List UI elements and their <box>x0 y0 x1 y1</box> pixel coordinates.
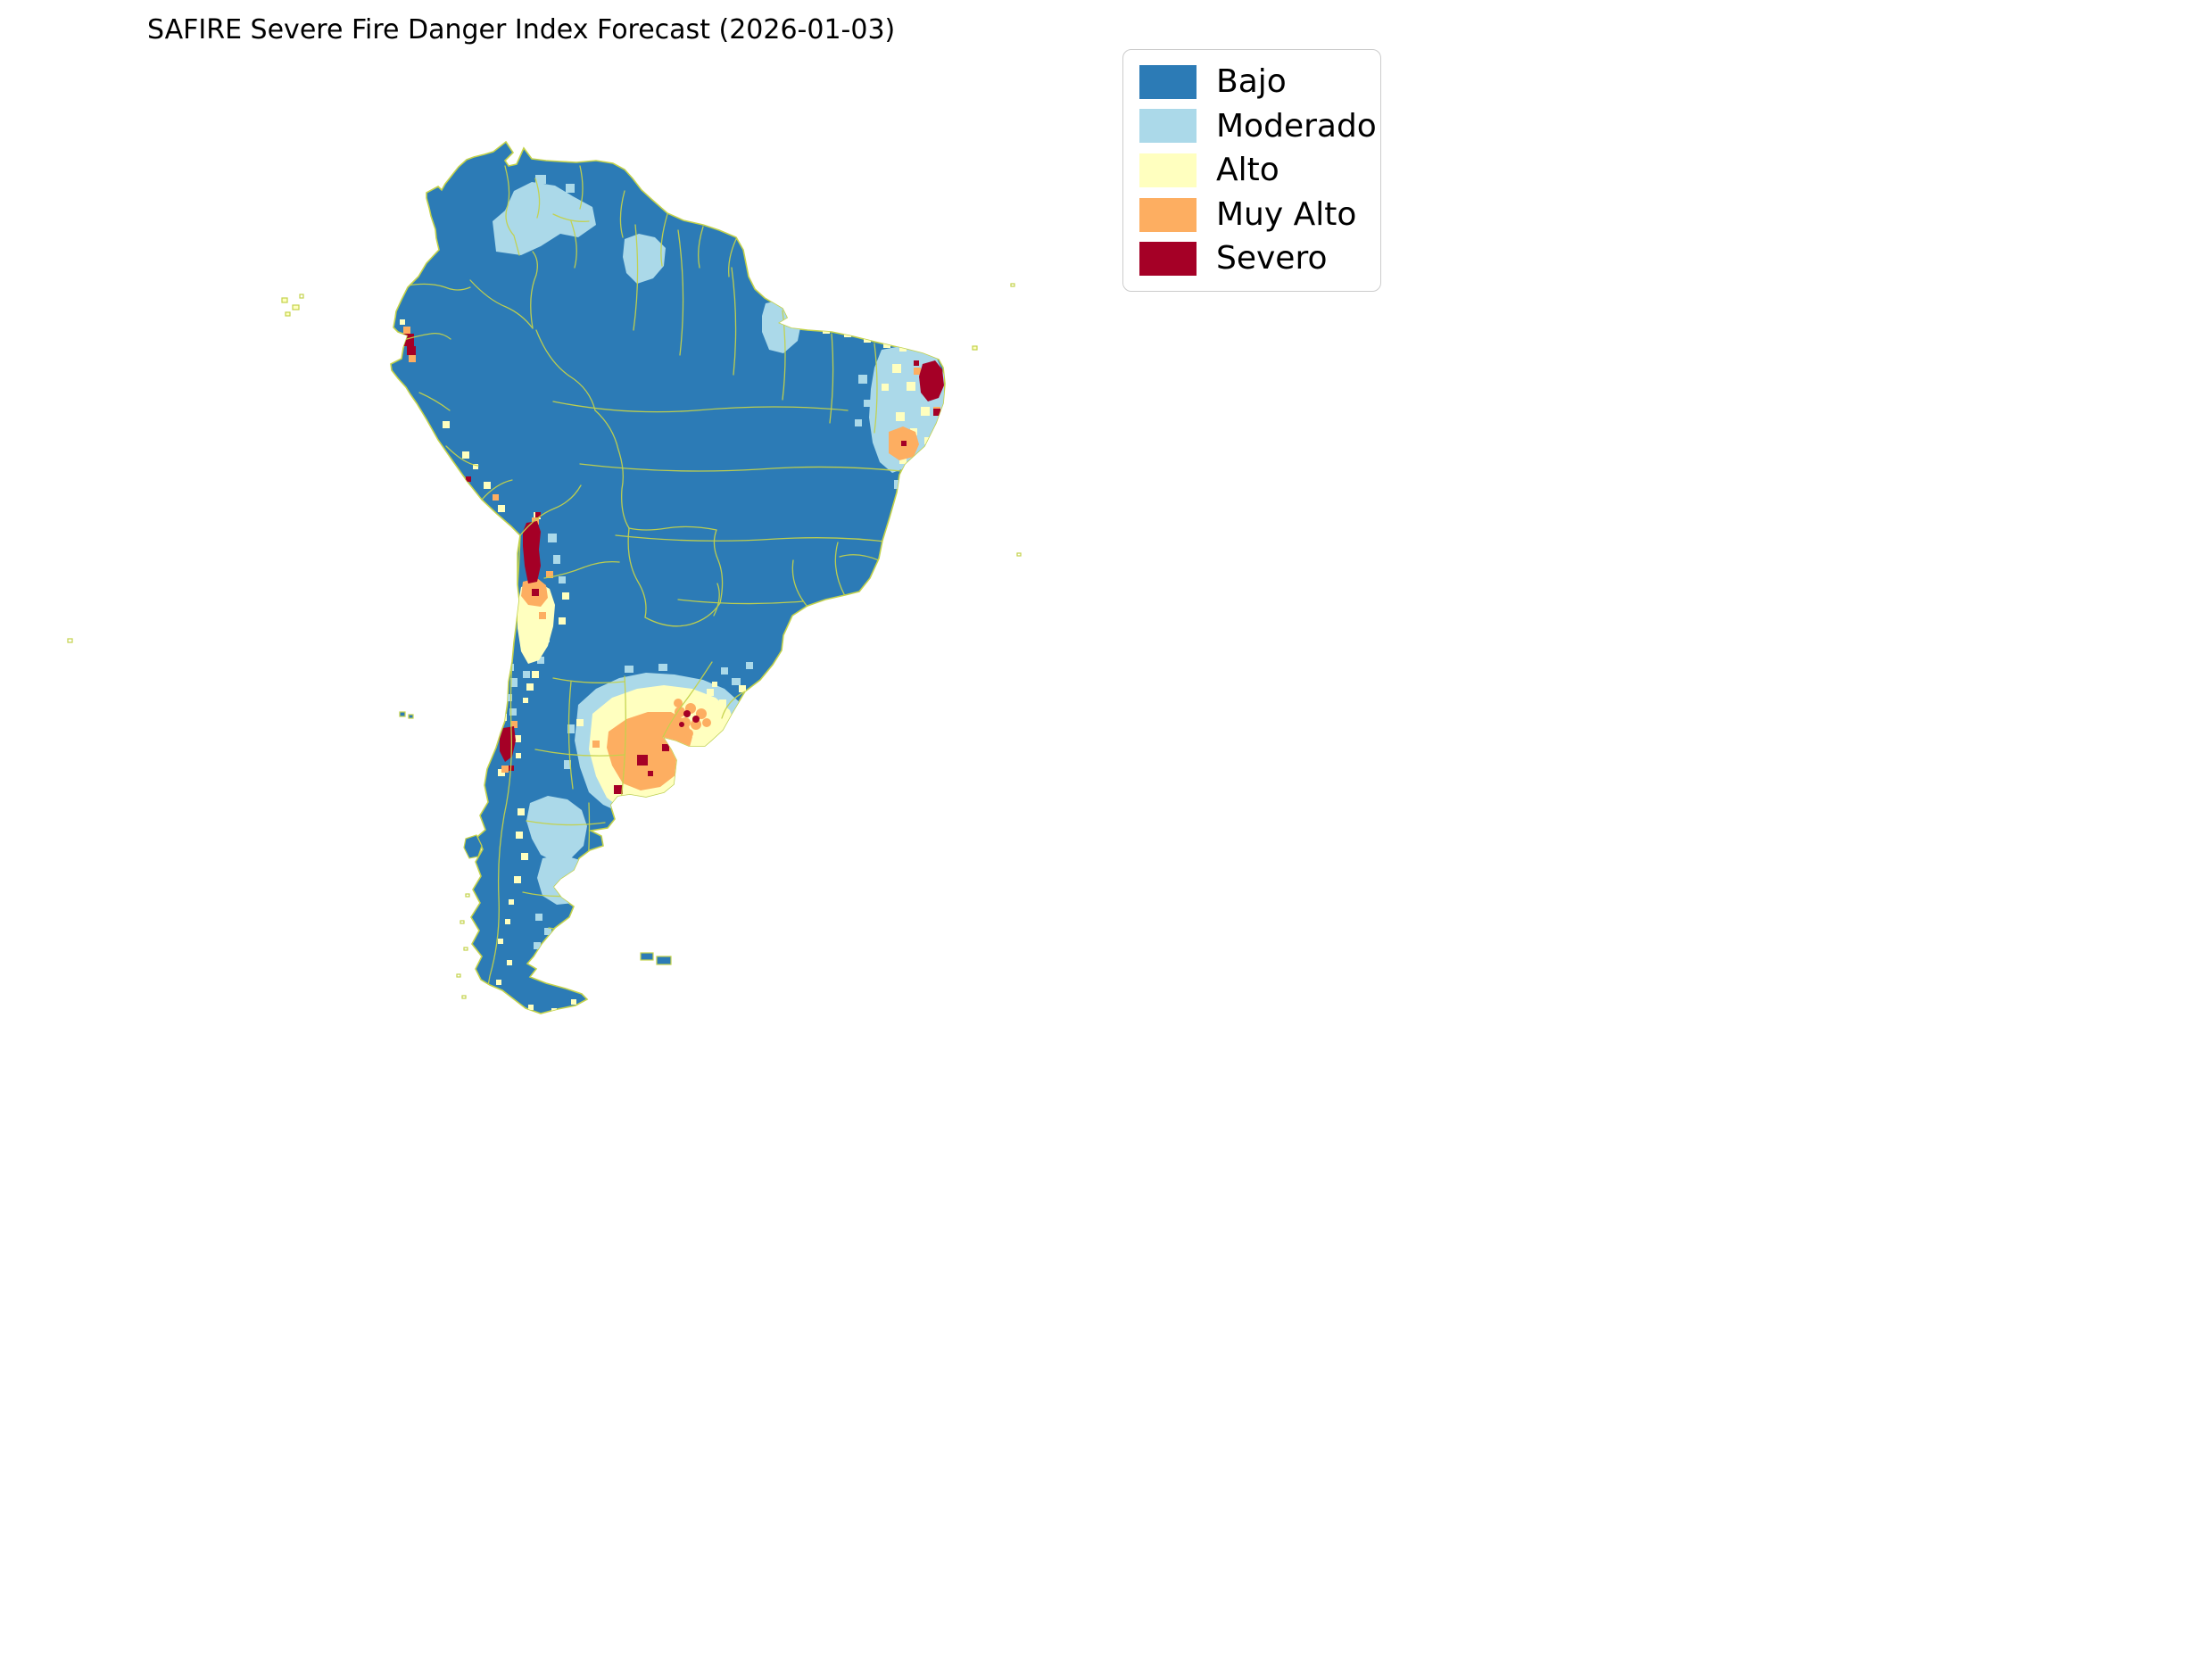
danger-layer-severo <box>403 334 944 794</box>
legend-label: Moderado <box>1216 107 1377 145</box>
legend-item: Bajo <box>1139 64 1364 100</box>
legend-item: Muy Alto <box>1139 197 1364 233</box>
legend-color-swatch-bajo <box>1139 64 1197 99</box>
legend-label: Muy Alto <box>1216 195 1357 233</box>
islands <box>67 283 1022 999</box>
legend-color-swatch-severo <box>1139 242 1197 277</box>
legend-item: Alto <box>1139 153 1364 188</box>
legend-item: Severo <box>1139 241 1364 277</box>
continent-base-bajo <box>390 141 946 1014</box>
legend-label: Alto <box>1216 152 1279 189</box>
legend-item: Moderado <box>1139 108 1377 145</box>
admin-borders <box>400 165 902 1014</box>
legend: Bajo Moderado Alto Muy Alto Severo <box>1122 49 1381 292</box>
danger-layer-muy-alto <box>403 327 940 801</box>
legend-color-swatch-alto <box>1139 153 1197 187</box>
legend-color-swatch-moderado <box>1139 109 1197 144</box>
legend-color-swatch-muy-alto <box>1139 197 1197 232</box>
legend-label: Bajo <box>1216 63 1287 100</box>
page-title: SAFIRE Severe Fire Danger Index Forecast… <box>147 14 896 46</box>
legend-label: Severo <box>1216 240 1328 277</box>
